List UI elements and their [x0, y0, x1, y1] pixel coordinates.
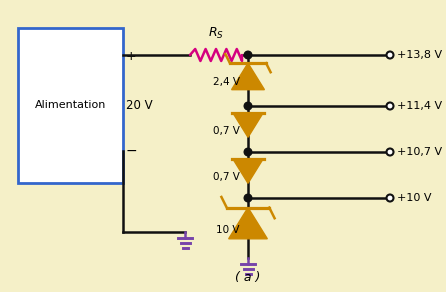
- Text: 2,4 V: 2,4 V: [213, 77, 240, 88]
- Text: +13,8 V: +13,8 V: [397, 50, 442, 60]
- Text: +: +: [126, 50, 136, 62]
- Circle shape: [244, 102, 252, 110]
- Circle shape: [244, 194, 252, 202]
- Circle shape: [387, 102, 393, 110]
- Text: 20 V: 20 V: [126, 99, 153, 112]
- Bar: [18, 28, 123, 183]
- Polygon shape: [229, 208, 267, 239]
- Text: +10 V: +10 V: [397, 193, 431, 203]
- Circle shape: [387, 149, 393, 156]
- Circle shape: [387, 51, 393, 58]
- Text: $R_S$: $R_S$: [208, 26, 224, 41]
- Text: ( a ): ( a ): [235, 271, 261, 284]
- Polygon shape: [233, 113, 263, 137]
- Text: 0,7 V: 0,7 V: [213, 126, 240, 136]
- Circle shape: [244, 148, 252, 156]
- Polygon shape: [233, 159, 263, 183]
- Polygon shape: [231, 63, 264, 90]
- Text: 0,7 V: 0,7 V: [213, 172, 240, 182]
- Text: 10 V: 10 V: [216, 225, 240, 235]
- Text: +11,4 V: +11,4 V: [397, 101, 442, 111]
- Text: +10,7 V: +10,7 V: [397, 147, 442, 157]
- Circle shape: [244, 51, 252, 59]
- Text: −: −: [126, 144, 138, 158]
- Text: Alimentation: Alimentation: [35, 100, 106, 110]
- Circle shape: [387, 194, 393, 201]
